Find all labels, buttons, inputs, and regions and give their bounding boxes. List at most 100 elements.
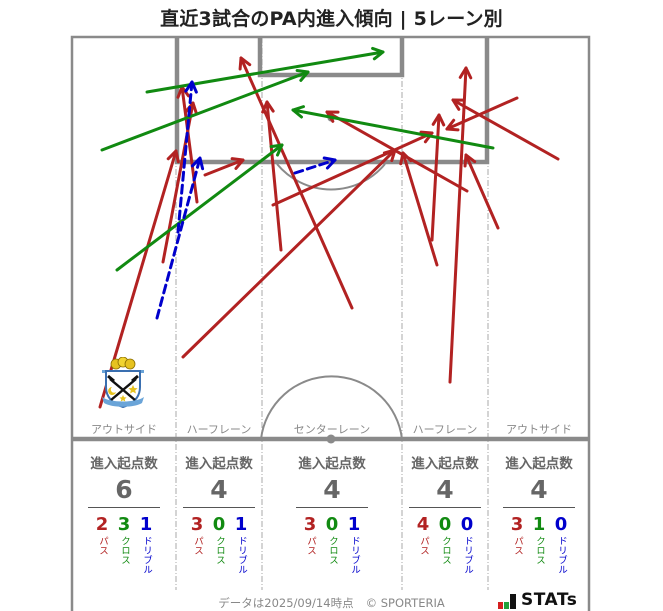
cross-count: 0	[438, 514, 452, 535]
summary-total: 4	[436, 475, 454, 504]
summary-total: 4	[323, 475, 341, 504]
arrowhead-icon	[166, 149, 180, 164]
pass-arrow	[399, 151, 439, 267]
logo-text: STATs	[521, 590, 578, 610]
dribble-count: 1	[234, 514, 248, 535]
lane-summary-outside-right: 進入起点数 4 3 パス 1 クロス 0 ドリブル	[488, 446, 590, 586]
pass-arrow	[325, 110, 469, 193]
arrowhead-icon	[295, 68, 310, 82]
summary-breakdown: 3 パス 1 クロス 0 ドリブル	[507, 514, 571, 575]
dribble-label: ドリブル	[556, 536, 567, 574]
pass-arrow	[261, 100, 283, 252]
summary-total: 4	[210, 475, 228, 504]
lane-label-halfspace-right: ハーフレーン	[412, 423, 478, 436]
cross-label: クロス	[119, 536, 130, 565]
outer-border	[70, 35, 591, 611]
dribble-label: ドリブル	[236, 536, 247, 574]
arrowhead-icon	[458, 66, 473, 80]
pass-label: パス	[97, 536, 108, 555]
summary-divider	[409, 507, 481, 508]
dribble-count: 1	[347, 514, 361, 535]
summary-label: 進入起点数	[298, 456, 366, 472]
pass-label: パス	[305, 536, 316, 555]
dribble-arrow	[293, 156, 337, 175]
cross-label: クロス	[327, 536, 338, 565]
logo-bar-green-icon	[504, 602, 509, 609]
arrowhead-icon	[261, 100, 275, 114]
penalty-arc	[276, 163, 386, 191]
cross-count: 3	[117, 514, 131, 535]
pass-arrow	[238, 56, 354, 310]
summary-breakdown: 3 パス 0 クロス 1 ドリブル	[187, 514, 251, 575]
pass-label: パス	[512, 536, 523, 555]
summary-label: 進入起点数	[505, 456, 573, 472]
arrowhead-icon	[419, 130, 434, 144]
arrowhead-icon	[230, 157, 245, 170]
dribble-count: 0	[554, 514, 568, 535]
pass-arrow	[463, 153, 500, 230]
cross-count: 0	[325, 514, 339, 535]
summary-label: 進入起点数	[185, 456, 253, 472]
cross-label: クロス	[534, 536, 545, 565]
dribble-label: ドリブル	[349, 536, 360, 574]
data-timestamp: データは2025/09/14時点	[218, 596, 354, 610]
pass-count: 4	[416, 514, 430, 535]
penalty-area	[174, 37, 490, 165]
arrowhead-icon	[322, 156, 337, 170]
summary-label: 進入起点数	[90, 456, 158, 472]
lane-label-outside-left: アウトサイド	[91, 423, 157, 436]
chart-title: 直近3試合のPA内進入傾向 | 5レーン別	[160, 8, 503, 30]
summary-divider	[183, 507, 255, 508]
cross-arrow	[291, 105, 495, 150]
arrowhead-icon	[190, 156, 205, 171]
lane-summary-outside-left: 進入起点数 6 2 パス 3 クロス 1 ドリブル	[72, 446, 176, 586]
dribble-arrow	[176, 80, 198, 234]
summary-divider	[296, 507, 368, 508]
dribble-label: ドリブル	[141, 536, 152, 574]
lane-label-center: センターレーン	[293, 423, 371, 436]
arrowhead-icon	[451, 98, 466, 111]
summary-label: 進入起点数	[411, 456, 479, 472]
dribble-arrow	[155, 156, 205, 320]
pass-arrow	[448, 66, 473, 384]
lane-label-halfspace-left: ハーフレーン	[186, 423, 252, 436]
lane-label-outside-right: アウトサイド	[506, 423, 572, 436]
arrowhead-icon	[431, 113, 446, 127]
dribble-count: 0	[460, 514, 474, 535]
summary-divider	[88, 507, 160, 508]
pass-count: 2	[95, 514, 109, 535]
dribble-count: 1	[139, 514, 153, 535]
pass-arrow	[430, 113, 446, 242]
arrowhead-icon	[399, 151, 413, 166]
pass-arrow	[271, 130, 434, 207]
arrowhead-icon	[184, 80, 198, 94]
cross-arrow	[100, 68, 310, 152]
pass-arrow	[181, 148, 397, 359]
center-spot	[326, 434, 336, 444]
copyright: © SPORTERIA	[365, 596, 445, 610]
pass-count: 3	[510, 514, 524, 535]
pass-arrow	[451, 98, 560, 161]
cross-label: クロス	[440, 536, 451, 565]
summary-breakdown: 3 パス 0 クロス 1 ドリブル	[300, 514, 364, 575]
goal-area	[257, 37, 405, 78]
summary-breakdown: 4 パス 0 クロス 0 ドリブル	[413, 514, 477, 575]
dribble-label: ドリブル	[462, 536, 473, 574]
logo-bar-red-icon	[498, 602, 503, 609]
cross-arrow	[145, 46, 385, 94]
center-circle	[260, 375, 403, 440]
footer: データは2025/09/14時点 © SPORTERIA	[0, 595, 663, 611]
cross-arrow	[115, 143, 284, 272]
lane-summary-center: 進入起点数 4 3 パス 0 クロス 1 ドリブル	[262, 446, 402, 586]
logo-bar-black-icon	[510, 594, 516, 609]
pass-label: パス	[192, 536, 203, 555]
arrowhead-icon	[238, 56, 252, 71]
summary-total: 6	[115, 475, 133, 504]
lane-summary-halfspace-right: 進入起点数 4 4 パス 0 クロス 0 ドリブル	[402, 446, 488, 586]
cross-label: クロス	[214, 536, 225, 565]
stats-logo: STATs	[498, 589, 577, 609]
summary-divider	[503, 507, 575, 508]
arrowhead-icon	[463, 153, 477, 168]
arrowhead-icon	[371, 46, 385, 61]
pass-count: 3	[303, 514, 317, 535]
